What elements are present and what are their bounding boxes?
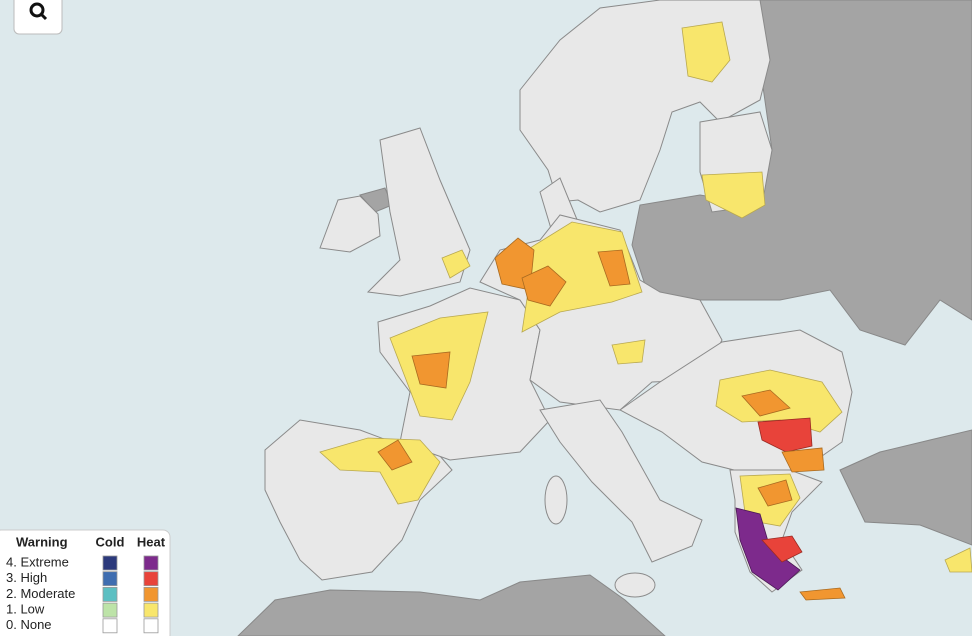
zoom-button[interactable] (13, 0, 63, 35)
cold-swatch (102, 555, 118, 571)
high-area (761, 535, 803, 563)
low-area (441, 249, 471, 279)
moderate-area (741, 389, 791, 417)
legend-level: 0. None (6, 617, 52, 632)
moderate-area (757, 479, 793, 507)
low-area (319, 437, 441, 505)
low-area (521, 221, 643, 333)
high-area (757, 417, 813, 453)
ireland (319, 195, 381, 253)
legend-box (0, 529, 171, 636)
cold-swatch (102, 602, 118, 618)
heat-swatch (143, 587, 159, 602)
legend-level: 4. Extreme (6, 554, 69, 569)
legend-title: Warning (16, 534, 68, 549)
italy (539, 399, 703, 563)
moderate-area (521, 265, 567, 307)
heat-swatch (143, 618, 159, 634)
moderate-area (411, 351, 451, 389)
cold-swatch (102, 587, 118, 602)
low-area (681, 21, 731, 83)
legend-column: Heat (137, 534, 166, 549)
low-area (611, 339, 646, 365)
cold-swatch (102, 571, 118, 587)
moderate-area (799, 587, 846, 601)
heat-swatch (143, 602, 159, 618)
moderate-area (597, 249, 631, 287)
low-area (944, 547, 972, 573)
sicily (614, 572, 656, 598)
turkey (839, 429, 972, 546)
sardinia (544, 475, 568, 525)
moderate-area (781, 447, 825, 473)
cold-swatch (102, 618, 118, 634)
heat-swatch (143, 555, 159, 571)
legend-column: Cold (96, 534, 125, 549)
heat-swatch (143, 571, 159, 587)
legend-level: 2. Moderate (6, 586, 75, 601)
legend-level: 1. Low (6, 602, 45, 617)
low-area (701, 171, 766, 219)
moderate-area (377, 439, 413, 471)
north-africa (237, 574, 666, 636)
legend-level: 3. High (6, 570, 47, 585)
extreme-area (735, 507, 801, 591)
great-britain (366, 127, 471, 297)
